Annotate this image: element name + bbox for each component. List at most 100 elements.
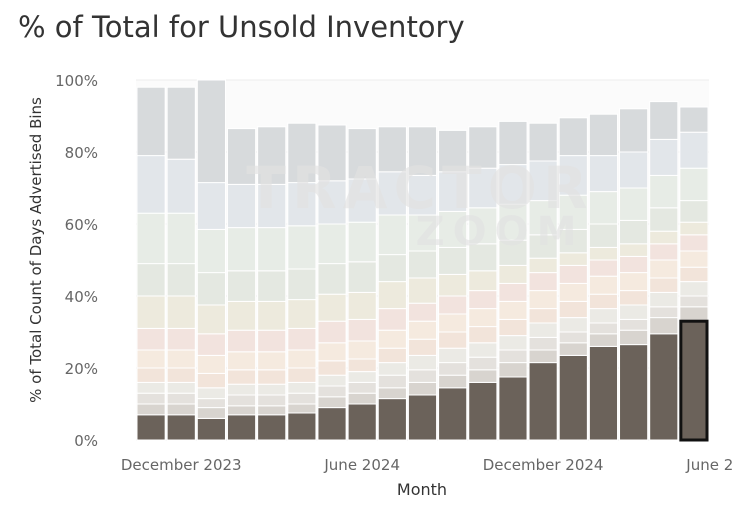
bar-segment[interactable] — [619, 304, 649, 320]
bar-segment[interactable] — [287, 381, 317, 394]
bar-segment[interactable] — [226, 227, 257, 272]
bar-segment[interactable] — [226, 183, 257, 229]
bar-segment[interactable] — [196, 79, 226, 184]
bar-segment[interactable] — [166, 367, 196, 383]
bar-stack[interactable] — [377, 126, 407, 441]
bar-segment[interactable] — [136, 212, 166, 265]
bar-segment[interactable] — [438, 331, 468, 349]
bar-segment[interactable] — [679, 266, 709, 283]
bar-segment[interactable] — [588, 223, 619, 248]
highlighted-bar-outline[interactable] — [679, 319, 709, 442]
bar-segment[interactable] — [166, 381, 196, 394]
bar-segment[interactable] — [226, 383, 257, 396]
bar-segment[interactable] — [588, 333, 619, 347]
bar-segment[interactable] — [287, 403, 317, 414]
bar-segment[interactable] — [438, 210, 468, 248]
bar-segment[interactable] — [588, 113, 619, 157]
bar-segment[interactable] — [136, 349, 166, 369]
bar-segment[interactable] — [166, 414, 196, 441]
bar-segment[interactable] — [377, 347, 407, 364]
bar-segment[interactable] — [347, 178, 377, 223]
bar-segment[interactable] — [558, 194, 588, 230]
bar-segment[interactable] — [257, 300, 287, 331]
bar-segment[interactable] — [317, 360, 347, 376]
bar-segment[interactable] — [407, 369, 438, 383]
bar-segment[interactable] — [166, 212, 196, 265]
bar-segment[interactable] — [528, 362, 558, 441]
bar-segment[interactable] — [317, 407, 347, 441]
bar-segment[interactable] — [287, 327, 317, 351]
bar-segment[interactable] — [619, 318, 649, 331]
bar-segment[interactable] — [287, 268, 317, 301]
bar-segment[interactable] — [498, 282, 528, 302]
bar-segment[interactable] — [407, 394, 438, 441]
bar-segment[interactable] — [649, 306, 679, 319]
bar-segment[interactable] — [377, 398, 407, 441]
bar-segment[interactable] — [226, 414, 257, 441]
bar-segment[interactable] — [438, 129, 468, 173]
bar-segment[interactable] — [407, 250, 438, 279]
bar-segment[interactable] — [588, 345, 619, 441]
bar-segment[interactable] — [317, 180, 347, 225]
bar-segment[interactable] — [226, 300, 257, 331]
bar-segment[interactable] — [257, 270, 287, 302]
bar-segment[interactable] — [588, 155, 619, 193]
bar-segment[interactable] — [317, 293, 347, 322]
bar-segment[interactable] — [196, 398, 226, 409]
bar-segment[interactable] — [347, 381, 377, 394]
bar-segment[interactable] — [619, 187, 649, 221]
bar-segment[interactable] — [498, 362, 528, 378]
bar-segment[interactable] — [649, 259, 679, 279]
bar-segment[interactable] — [558, 282, 588, 302]
bar-segment[interactable] — [226, 405, 257, 416]
bar-segment[interactable] — [588, 246, 619, 261]
bar-segment[interactable] — [136, 403, 166, 416]
bar-segment[interactable] — [498, 318, 528, 337]
bar-segment[interactable] — [558, 331, 588, 344]
bar-segment[interactable] — [438, 295, 468, 315]
bar-stack[interactable] — [407, 126, 438, 441]
bar-segment[interactable] — [196, 407, 226, 419]
bar-segment[interactable] — [317, 374, 347, 387]
bar-segment[interactable] — [136, 263, 166, 297]
bar-segment[interactable] — [528, 290, 558, 310]
bar-segment[interactable] — [196, 372, 226, 389]
bar-segment[interactable] — [528, 308, 558, 324]
bar-segment[interactable] — [649, 333, 679, 441]
bar-segment[interactable] — [438, 362, 468, 376]
bar-segment[interactable] — [498, 264, 528, 284]
bar-segment[interactable] — [166, 295, 196, 329]
bar-segment[interactable] — [438, 387, 468, 441]
bar-segment[interactable] — [468, 342, 498, 358]
bar-segment[interactable] — [196, 417, 226, 441]
bar-segment[interactable] — [347, 392, 377, 405]
bar-segment[interactable] — [257, 369, 287, 385]
bar-segment[interactable] — [377, 308, 407, 331]
bar-segment[interactable] — [287, 182, 317, 227]
bar-segment[interactable] — [438, 171, 468, 212]
bar-segment[interactable] — [347, 291, 377, 320]
bar-segment[interactable] — [136, 414, 166, 441]
bar-segment[interactable] — [649, 101, 679, 140]
bar-segment[interactable] — [649, 174, 679, 209]
bar-segment[interactable] — [347, 128, 377, 180]
bar-segment[interactable] — [468, 126, 498, 169]
bar-segment[interactable] — [588, 275, 619, 295]
bar-segment[interactable] — [226, 128, 257, 185]
bar-segment[interactable] — [136, 295, 166, 329]
bar-segment[interactable] — [317, 263, 347, 295]
bar-segment[interactable] — [498, 335, 528, 351]
bar-segment[interactable] — [498, 239, 528, 266]
bar-stack[interactable] — [679, 106, 709, 441]
bar-segment[interactable] — [558, 117, 588, 157]
bar-segment[interactable] — [498, 300, 528, 320]
bar-segment[interactable] — [196, 354, 226, 374]
bar-segment[interactable] — [407, 302, 438, 322]
bar-segment[interactable] — [679, 281, 709, 297]
bar-segment[interactable] — [407, 126, 438, 176]
bar-segment[interactable] — [468, 356, 498, 371]
bar-segment[interactable] — [287, 299, 317, 329]
bar-segment[interactable] — [498, 164, 528, 205]
bar-segment[interactable] — [166, 158, 196, 214]
bar-segment[interactable] — [347, 318, 377, 342]
